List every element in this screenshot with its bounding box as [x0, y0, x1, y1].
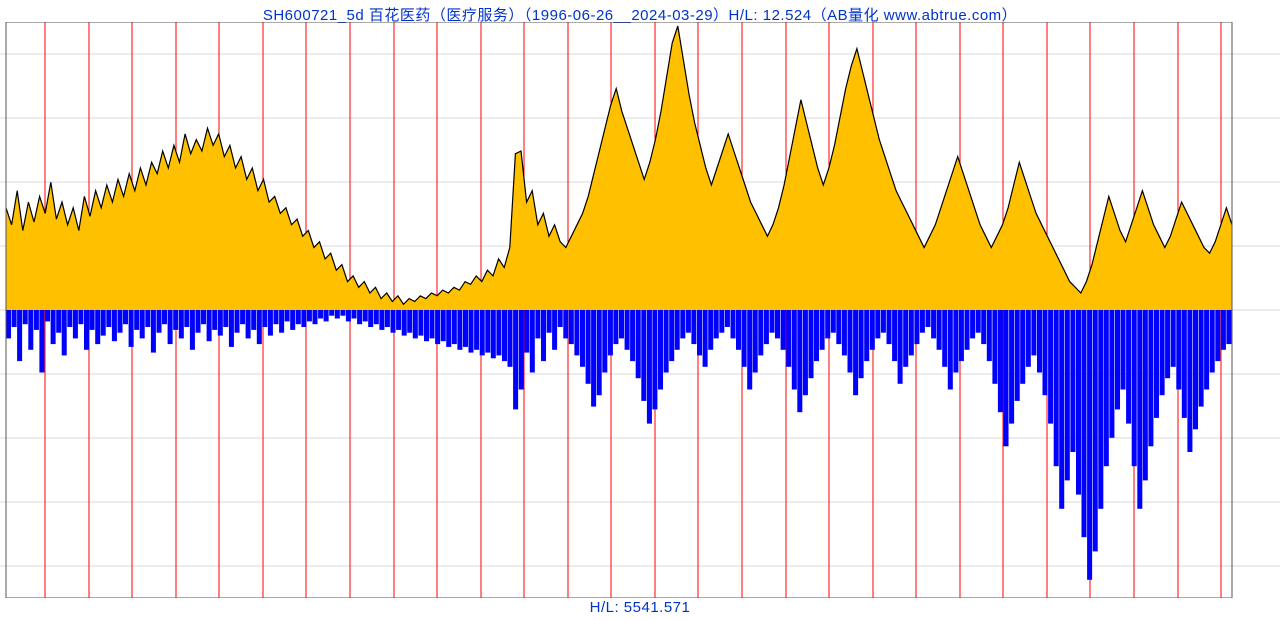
chart-footer: H/L: 5541.571: [0, 599, 1280, 616]
price-volume-chart: [0, 22, 1280, 598]
